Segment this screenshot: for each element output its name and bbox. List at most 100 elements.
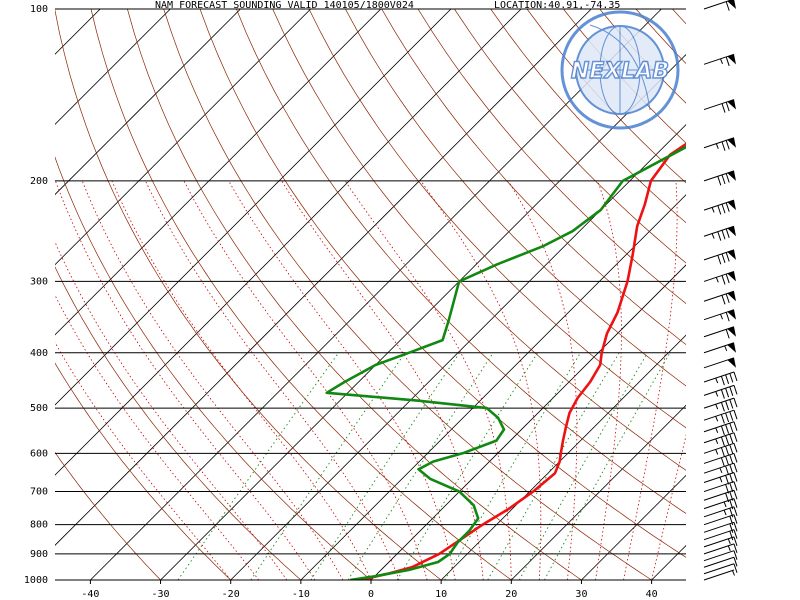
dry-adiabat-line xyxy=(55,266,302,580)
wind-barb-full xyxy=(725,456,730,466)
dry-adiabat-line xyxy=(672,9,686,25)
wind-barb-full xyxy=(725,400,730,411)
wind-barb-staff xyxy=(703,543,735,555)
wind-barb-flag xyxy=(727,54,736,65)
wind-barb-half xyxy=(723,501,727,508)
wind-barb-full xyxy=(733,410,738,420)
wind-barb-full xyxy=(720,376,725,386)
wind-barb-full xyxy=(725,475,730,485)
wind-barb xyxy=(703,452,738,467)
wind-barb-staff xyxy=(703,472,735,484)
wind-barb-staff xyxy=(703,99,735,111)
wind-barb-staff xyxy=(703,249,735,261)
wind-barb-half xyxy=(715,377,719,384)
wind-barb-half xyxy=(724,345,728,352)
wind-barb-full xyxy=(725,424,730,434)
wind-barb-staff xyxy=(703,536,735,548)
sounding-title: NAM FORECAST SOUNDING VALID 140105/1800V… xyxy=(155,0,414,11)
dry-adiabat-line xyxy=(308,9,686,429)
dry-adiabat-line xyxy=(199,9,686,558)
wind-barb xyxy=(703,137,736,151)
wind-barb-full xyxy=(729,444,734,454)
wind-barb-staff xyxy=(703,432,735,444)
wind-barb-full xyxy=(729,523,734,533)
wind-barb-full xyxy=(717,231,722,241)
wind-barb xyxy=(703,199,736,215)
x-tick-label: 30 xyxy=(575,589,587,600)
dry-adiabat-line xyxy=(55,362,231,580)
x-tick-label: 40 xyxy=(646,589,658,600)
wind-barb-full xyxy=(720,447,725,457)
wind-barb xyxy=(703,556,738,568)
dry-adiabat-line xyxy=(55,451,161,580)
isotherm-line xyxy=(55,9,382,336)
wind-barb-staff xyxy=(703,489,735,501)
wind-barbs xyxy=(703,0,738,581)
x-tick-label: -30 xyxy=(152,589,170,600)
x-axis-ticks: -40 -30 -20 -10 0 10 20 30 40 xyxy=(81,580,658,600)
wind-barb-full xyxy=(733,472,738,482)
wind-barb-flag xyxy=(727,99,736,110)
wind-barb-staff xyxy=(703,270,735,282)
moist-adiabat-line xyxy=(651,433,686,580)
logo-text: NEXLAB xyxy=(571,59,669,84)
wind-barb-half xyxy=(715,416,719,422)
wind-barb xyxy=(703,0,736,11)
y-axis-ticks: 100 200 300 400 500 600 700 800 900 1000 xyxy=(24,4,48,586)
wind-barb-full xyxy=(725,101,730,112)
wind-barb-flag xyxy=(727,170,736,181)
wind-barb-staff xyxy=(703,556,735,568)
y-tick-label: 600 xyxy=(30,448,48,459)
wind-barb xyxy=(703,489,738,503)
wind-barb-full xyxy=(725,173,730,183)
wind-barb-full xyxy=(733,432,738,442)
x-tick-label: -20 xyxy=(222,589,240,600)
wind-barb-full xyxy=(733,506,738,516)
isotherm-line xyxy=(0,9,30,580)
wind-barb xyxy=(703,371,738,386)
wind-barb-full xyxy=(729,373,734,383)
wind-barb xyxy=(703,309,736,322)
wind-barb-full xyxy=(720,402,725,412)
wind-barb-staff xyxy=(703,342,735,354)
wind-barb-full xyxy=(725,465,730,476)
wind-barb-half xyxy=(720,313,723,320)
wind-barb-full xyxy=(733,385,738,395)
wind-barb-staff xyxy=(703,53,735,65)
wind-barb-staff xyxy=(703,409,735,421)
wind-barb-flag xyxy=(727,0,736,9)
wind-barb-full xyxy=(729,399,734,409)
wind-barb-full xyxy=(729,515,734,526)
wind-barb-half xyxy=(727,538,731,544)
isotherm-line xyxy=(55,9,592,546)
y-tick-label: 100 xyxy=(30,4,48,15)
wind-barb-full xyxy=(733,522,738,532)
wind-barb-full xyxy=(729,473,734,484)
isotherm-line xyxy=(792,9,800,580)
y-tick-label: 300 xyxy=(30,276,48,287)
wind-barb-full xyxy=(725,202,730,212)
wind-barb-staff xyxy=(703,225,735,237)
wind-barb-half xyxy=(715,438,719,445)
wind-barb-full xyxy=(725,329,730,339)
wind-barb-full xyxy=(720,414,725,424)
x-tick-label: -40 xyxy=(81,589,99,600)
dry-adiabat-line xyxy=(236,9,686,514)
wind-barb xyxy=(703,99,736,113)
wind-barb-full xyxy=(717,205,722,215)
wind-barb-full xyxy=(733,563,738,573)
dewpoint-profile-line xyxy=(325,145,686,580)
wind-barb-full xyxy=(733,397,738,408)
wind-barb-staff xyxy=(703,397,735,409)
wind-barb-half xyxy=(715,404,719,410)
wind-barb-full xyxy=(733,443,738,453)
wind-barb-full xyxy=(725,435,730,445)
wind-barb-flag xyxy=(727,309,736,320)
wind-barb-full xyxy=(733,529,738,539)
wind-barb-half xyxy=(715,427,719,434)
wind-barb-flag xyxy=(727,137,736,148)
wind-barb xyxy=(703,384,738,399)
wind-barb-staff xyxy=(703,357,735,369)
isotherm-line xyxy=(55,9,241,196)
y-tick-label: 500 xyxy=(30,403,48,414)
